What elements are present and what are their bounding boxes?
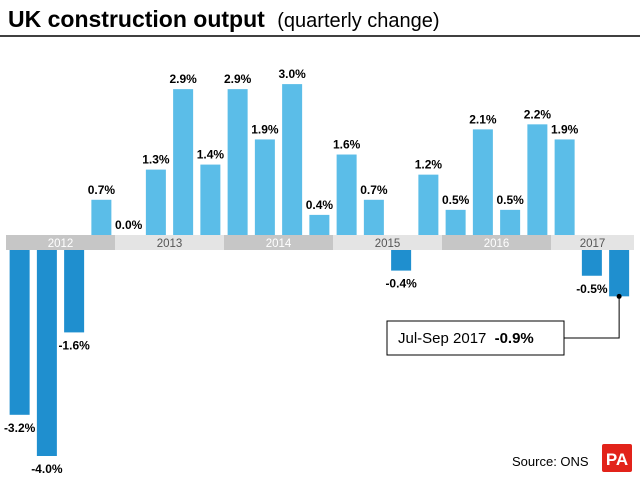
year-band-2013 [115, 235, 224, 250]
bar [227, 89, 248, 235]
bar [173, 89, 194, 235]
annotation-label: Jul-Sep 2017 [398, 330, 486, 347]
value-label: 1.9% [551, 122, 579, 136]
pa-logo-badge [602, 444, 632, 472]
bar [527, 124, 548, 235]
bar [609, 250, 630, 297]
year-label: 2014 [266, 238, 292, 250]
value-label: -3.2% [4, 421, 36, 435]
bar [64, 250, 85, 333]
year-label: 2013 [157, 238, 183, 250]
value-label: 2.2% [524, 107, 552, 121]
year-band-2016 [442, 235, 551, 250]
bar [554, 139, 575, 235]
value-label: 2.1% [469, 112, 497, 126]
bar [309, 214, 330, 235]
value-label: 0.5% [496, 193, 524, 207]
year-labels: 2012 2013 2014 2015 2016 2017 [48, 238, 606, 250]
annotation-leader-line [564, 296, 620, 339]
value-label: 1.4% [197, 148, 225, 162]
value-label: 0.0% [115, 218, 143, 232]
pa-logo-text: PA [606, 450, 628, 469]
bar [200, 164, 221, 235]
bars [9, 84, 630, 456]
value-label: -4.0% [31, 462, 63, 476]
bar [500, 209, 521, 235]
value-label: 1.9% [251, 122, 279, 136]
bar [472, 129, 493, 235]
bar [254, 139, 275, 235]
value-label: 2.9% [224, 72, 252, 86]
year-band-2017 [551, 235, 634, 250]
value-label: 1.6% [333, 138, 361, 152]
bar [445, 209, 466, 235]
value-label: 0.4% [306, 198, 334, 212]
value-label: 0.5% [442, 193, 470, 207]
value-labels: -3.2% -4.0% -1.6% 0.7% 0.0% 1.3% 2.9% 1.4% 2.9% 1… [4, 67, 608, 476]
bar [581, 250, 602, 276]
bar [363, 199, 384, 235]
value-label: 1.3% [142, 153, 170, 167]
year-label: 2012 [48, 238, 74, 250]
value-label: -1.6% [58, 338, 90, 352]
bar [391, 250, 412, 271]
bar [282, 84, 303, 235]
chart-title-row: UK construction output (quarterly change… [8, 6, 440, 32]
year-label: 2016 [484, 238, 510, 250]
value-label: -0.4% [385, 277, 417, 291]
chart-subtitle: (quarterly change) [277, 10, 439, 32]
annotation-dot [616, 293, 622, 299]
bar [9, 250, 30, 415]
pa-logo: PA [602, 444, 632, 472]
year-bands [6, 235, 634, 250]
value-label: 3.0% [278, 67, 306, 81]
bar [418, 174, 439, 235]
value-label: 0.7% [88, 183, 116, 197]
year-band-2014 [224, 235, 333, 250]
bar [36, 250, 57, 456]
year-label: 2015 [375, 238, 401, 250]
year-label: 2017 [580, 238, 606, 250]
source-text: Source: ONS [512, 454, 589, 469]
annotation-text: Jul-Sep 2017 -0.9% [398, 330, 534, 347]
bar [336, 154, 357, 235]
value-label: 1.2% [415, 158, 443, 172]
year-band-2012 [6, 235, 115, 250]
bar [91, 199, 112, 235]
value-label: 2.9% [169, 72, 197, 86]
value-label: 0.7% [360, 183, 388, 197]
year-band-2015 [333, 235, 442, 250]
chart-title: UK construction output [8, 6, 265, 32]
annotation-value: -0.9% [495, 330, 534, 347]
bar [145, 169, 166, 235]
annotation-box [386, 320, 565, 356]
value-label: -0.5% [576, 282, 608, 296]
